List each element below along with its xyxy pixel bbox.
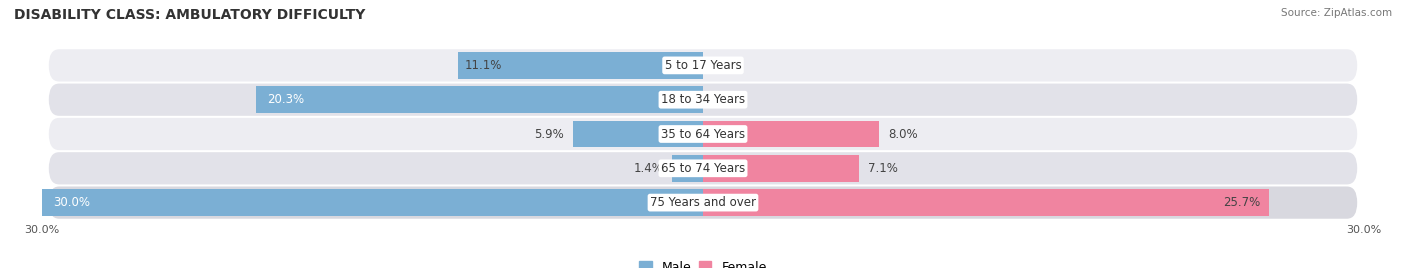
Text: 20.3%: 20.3% xyxy=(267,93,304,106)
FancyBboxPatch shape xyxy=(49,187,1357,219)
FancyBboxPatch shape xyxy=(49,49,1357,81)
Text: 5.9%: 5.9% xyxy=(534,128,564,140)
Text: 7.1%: 7.1% xyxy=(868,162,898,175)
Text: 65 to 74 Years: 65 to 74 Years xyxy=(661,162,745,175)
Bar xyxy=(703,189,1270,216)
Text: 0.0%: 0.0% xyxy=(711,59,741,72)
Bar xyxy=(458,52,703,79)
Text: 75 Years and over: 75 Years and over xyxy=(650,196,756,209)
Text: Source: ZipAtlas.com: Source: ZipAtlas.com xyxy=(1281,8,1392,18)
Text: 11.1%: 11.1% xyxy=(465,59,502,72)
Bar xyxy=(574,121,703,147)
Bar xyxy=(703,155,859,182)
Bar xyxy=(42,189,703,216)
Bar xyxy=(672,155,703,182)
Text: 5 to 17 Years: 5 to 17 Years xyxy=(665,59,741,72)
Legend: Male, Female: Male, Female xyxy=(640,260,766,268)
Bar xyxy=(256,86,703,113)
Text: 8.0%: 8.0% xyxy=(889,128,918,140)
Text: 18 to 34 Years: 18 to 34 Years xyxy=(661,93,745,106)
Text: 0.0%: 0.0% xyxy=(711,93,741,106)
FancyBboxPatch shape xyxy=(49,84,1357,116)
Text: 1.4%: 1.4% xyxy=(634,162,664,175)
Text: DISABILITY CLASS: AMBULATORY DIFFICULTY: DISABILITY CLASS: AMBULATORY DIFFICULTY xyxy=(14,8,366,22)
Text: 30.0%: 30.0% xyxy=(53,196,90,209)
Text: 35 to 64 Years: 35 to 64 Years xyxy=(661,128,745,140)
FancyBboxPatch shape xyxy=(49,118,1357,150)
Text: 25.7%: 25.7% xyxy=(1223,196,1260,209)
FancyBboxPatch shape xyxy=(49,152,1357,184)
Bar xyxy=(703,121,879,147)
